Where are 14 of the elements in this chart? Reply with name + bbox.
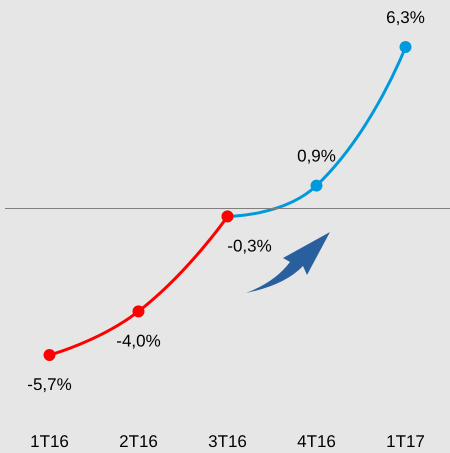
x-tick-label: 3T16 bbox=[208, 432, 247, 451]
data-label: -0,3% bbox=[227, 236, 272, 256]
point bbox=[310, 180, 322, 192]
point bbox=[132, 305, 144, 318]
x-tick-label: 4T16 bbox=[297, 432, 336, 451]
data-label: -5,7% bbox=[27, 375, 72, 394]
point bbox=[400, 41, 412, 53]
point bbox=[44, 349, 56, 361]
x-tick-label: 1T16 bbox=[30, 432, 69, 451]
data-label: -4,0% bbox=[116, 331, 161, 350]
data-label: 0,9% bbox=[297, 146, 336, 166]
data-label: 6,3% bbox=[386, 8, 425, 27]
x-tick-label: 1T17 bbox=[386, 432, 425, 451]
x-tick-label: 2T16 bbox=[119, 432, 158, 451]
